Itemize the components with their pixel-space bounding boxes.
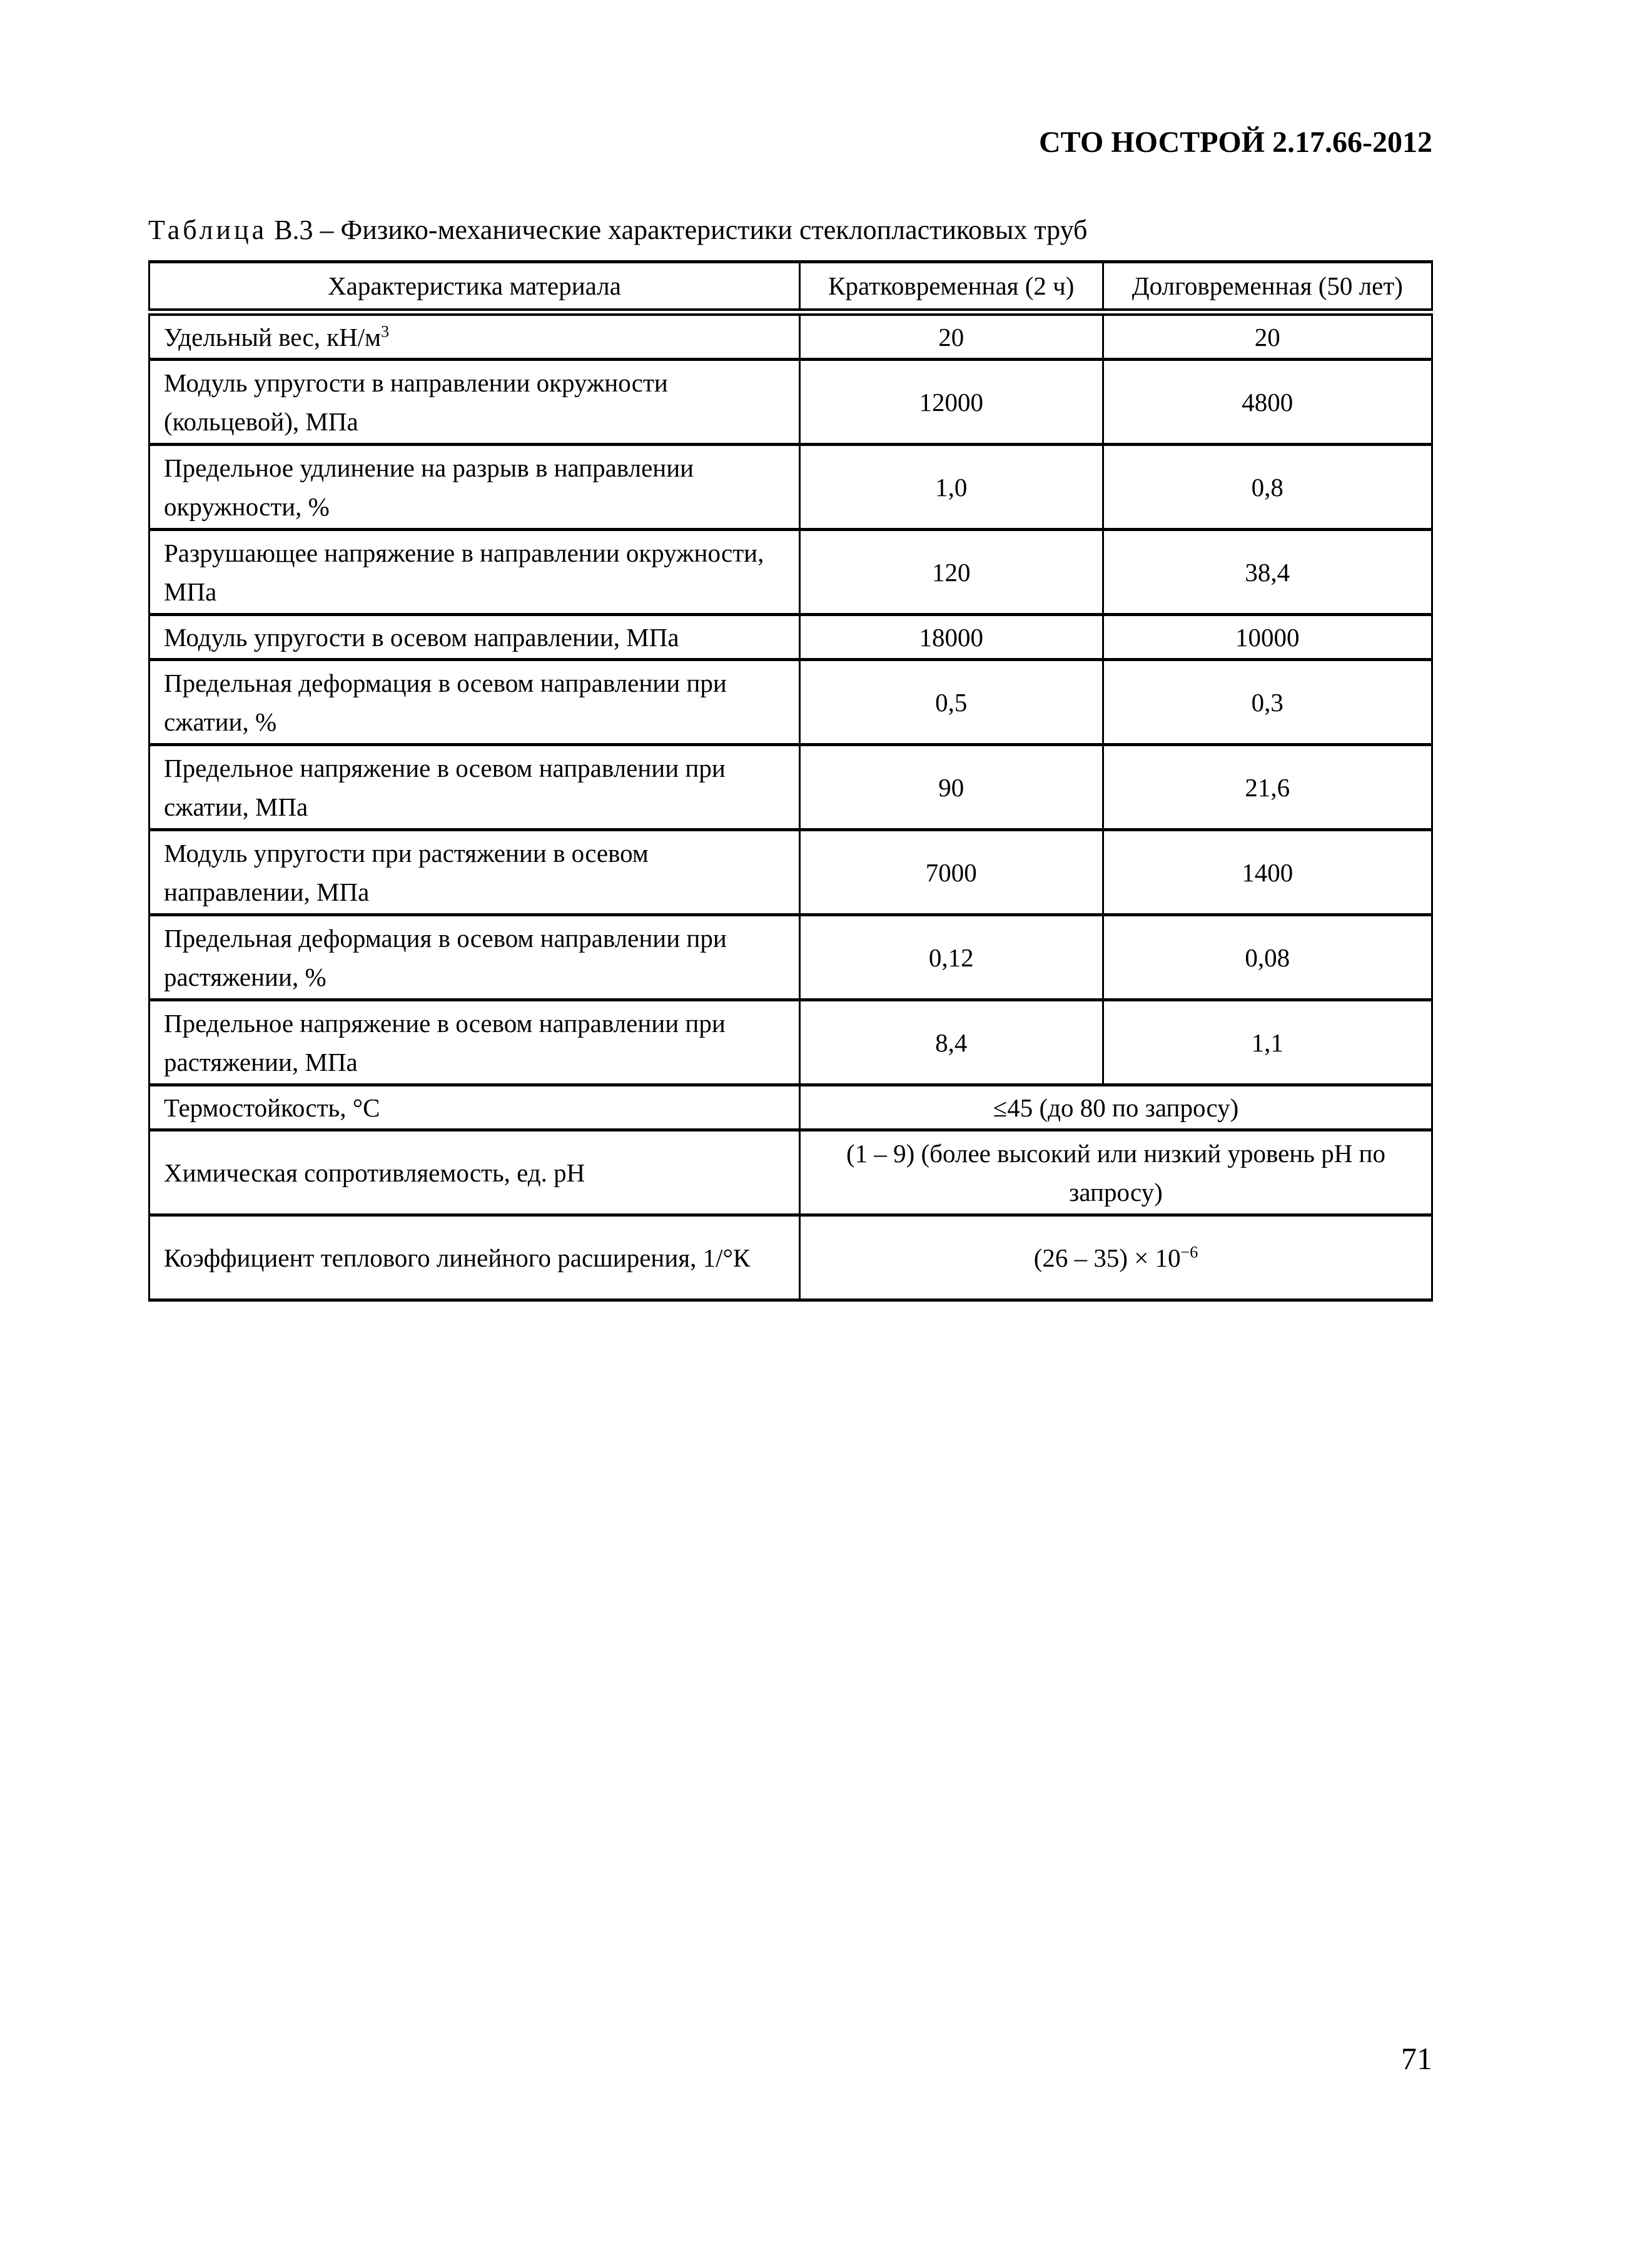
cell-text: Предельное напряжение в осевом направлен… [164, 1008, 726, 1076]
table-row: Предельная деформация в осевом направлен… [148, 658, 1434, 746]
table-row: Модуль упругости в осевом направлении, М… [148, 613, 1434, 661]
property-name-cell: Коэффициент теплового линейного расширен… [148, 1213, 801, 1302]
value-cell: 8,4 [798, 998, 1104, 1086]
cell-text: Модуль упругости в осевом направлении, М… [164, 622, 679, 652]
property-name-cell: Модуль упругости в направлении окружност… [148, 358, 801, 446]
caption-label: Таблица [148, 215, 268, 245]
cell-text: 4800 [1242, 387, 1293, 417]
caption-title: Физико-механические характеристики стекл… [340, 215, 1088, 245]
cell-text: Химическая сопротивляемость, ед. pH [164, 1158, 585, 1187]
cell-text: 20 [938, 322, 964, 352]
cell-text: Предельная деформация в осевом направлен… [164, 923, 727, 991]
table-row: Модуль упругости при растяжении в осевом… [148, 828, 1434, 916]
cell-text: 120 [932, 557, 971, 587]
value-cell: 21,6 [1101, 743, 1434, 831]
table-row: Удельный вес, кН/м3 20 20 [148, 310, 1434, 361]
cell-text: 18000 [919, 622, 984, 652]
cell-text: Предельное удлинение на разрыв в направл… [164, 453, 694, 521]
value-cell: 20 [798, 310, 1104, 361]
table-row: Предельная деформация в осевом направлен… [148, 913, 1434, 1001]
value-cell: ≤45 (до 80 по запросу) [798, 1083, 1434, 1131]
value-cell: 10000 [1101, 613, 1434, 661]
cell-text: Коэффициент теплового линейного расширен… [164, 1243, 751, 1272]
cell-text: ≤45 (до 80 по запросу) [993, 1093, 1239, 1122]
property-name-cell: Модуль упругости при растяжении в осевом… [148, 828, 801, 916]
cell-text: Модуль упругости в направлении окружност… [164, 368, 668, 436]
property-name-cell: Удельный вес, кН/м3 [148, 310, 801, 361]
value-cell: 0,5 [798, 658, 1104, 746]
value-cell: 20 [1101, 310, 1434, 361]
value-cell: 38,4 [1101, 528, 1434, 616]
value-cell: 0,3 [1101, 658, 1434, 746]
cell-text: 0,8 [1251, 472, 1283, 502]
cell-text: 21,6 [1245, 772, 1290, 802]
cell-text: 0,08 [1245, 943, 1290, 972]
cell-text: 12000 [919, 387, 984, 417]
property-name-cell: Разрушающее напряжение в направлении окр… [148, 528, 801, 616]
property-name-cell: Предельная деформация в осевом направлен… [148, 658, 801, 746]
value-cell: 18000 [798, 613, 1104, 661]
page-number: 71 [1401, 2041, 1432, 2076]
cell-text: 1,1 [1251, 1028, 1283, 1057]
value-cell: 0,08 [1101, 913, 1434, 1001]
value-cell: 0,12 [798, 913, 1104, 1001]
column-header: Долговременная (50 лет) [1101, 260, 1434, 315]
cell-text: 10000 [1235, 622, 1300, 652]
cell-text: Предельное напряжение в осевом направлен… [164, 753, 726, 821]
property-name-cell: Предельное напряжение в осевом направлен… [148, 743, 801, 831]
column-header: Кратковременная (2 ч) [798, 260, 1104, 315]
cell-text: 1,0 [935, 472, 968, 502]
caption-number: В.3 – [274, 215, 334, 245]
cell-text: 7000 [925, 858, 977, 887]
column-header: Характеристика материала [148, 260, 801, 315]
cell-text: Модуль упругости при растяжении в осевом… [164, 838, 649, 906]
cell-text: Разрушающее напряжение в направлении окр… [164, 538, 764, 606]
property-name-cell: Предельное удлинение на разрыв в направл… [148, 443, 801, 531]
table-header-row: Характеристика материала Кратковременная… [148, 260, 1434, 315]
value-cell: 0,8 [1101, 443, 1434, 531]
cell-text: Предельная деформация в осевом направлен… [164, 668, 727, 736]
value-cell: (26 – 35) × 10−6 [798, 1213, 1434, 1302]
cell-text: 0,3 [1251, 687, 1283, 717]
cell-text: 90 [938, 772, 964, 802]
property-name-cell: Химическая сопротивляемость, ед. pH [148, 1128, 801, 1217]
cell-text: 1400 [1242, 858, 1293, 887]
document-code-header: СТО НОСТРОЙ 2.17.66-2012 [1038, 126, 1432, 159]
table-row: Предельное напряжение в осевом направлен… [148, 743, 1434, 831]
table-row: Коэффициент теплового линейного расширен… [148, 1213, 1434, 1302]
cell-text: 0,12 [928, 943, 974, 972]
value-cell: 1400 [1101, 828, 1434, 916]
cell-text: (26 – 35) × 10 [1033, 1243, 1181, 1272]
table-row: Модуль упругости в направлении окружност… [148, 358, 1434, 446]
property-name-cell: Предельная деформация в осевом направлен… [148, 913, 801, 1001]
cell-text: Термостойкость, °С [164, 1093, 380, 1122]
table-row: Предельное напряжение в осевом направлен… [148, 998, 1434, 1086]
value-cell: 1,0 [798, 443, 1104, 531]
value-cell: (1 – 9) (более высокий или низкий уровен… [798, 1128, 1434, 1217]
table-row: Химическая сопротивляемость, ед. pH (1 – … [148, 1128, 1434, 1217]
value-cell: 1,1 [1101, 998, 1434, 1086]
value-cell: 90 [798, 743, 1104, 831]
property-name-cell: Термостойкость, °С [148, 1083, 801, 1131]
cell-text: 20 [1254, 322, 1280, 352]
superscript: 3 [381, 321, 390, 340]
cell-text: 0,5 [935, 687, 968, 717]
value-cell: 4800 [1101, 358, 1434, 446]
property-name-cell: Модуль упругости в осевом направлении, М… [148, 613, 801, 661]
superscript: −6 [1180, 1242, 1198, 1261]
value-cell: 7000 [798, 828, 1104, 916]
cell-text: 8,4 [935, 1028, 968, 1057]
table-row: Термостойкость, °С ≤45 (до 80 по запросу) [148, 1083, 1434, 1131]
table-row: Предельное удлинение на разрыв в направл… [148, 443, 1434, 531]
value-cell: 12000 [798, 358, 1104, 446]
cell-text: Удельный вес, кН/м [164, 322, 382, 352]
property-name-cell: Предельное напряжение в осевом направлен… [148, 998, 801, 1086]
table-caption: Таблица В.3 – Физико-механические характ… [148, 214, 1087, 246]
table-row: Разрушающее напряжение в направлении окр… [148, 528, 1434, 616]
value-cell: 120 [798, 528, 1104, 616]
cell-text: 38,4 [1245, 557, 1290, 587]
properties-table: Характеристика материала Кратковременная… [148, 260, 1434, 1302]
cell-text: (1 – 9) (более высокий или низкий уровен… [846, 1138, 1385, 1207]
